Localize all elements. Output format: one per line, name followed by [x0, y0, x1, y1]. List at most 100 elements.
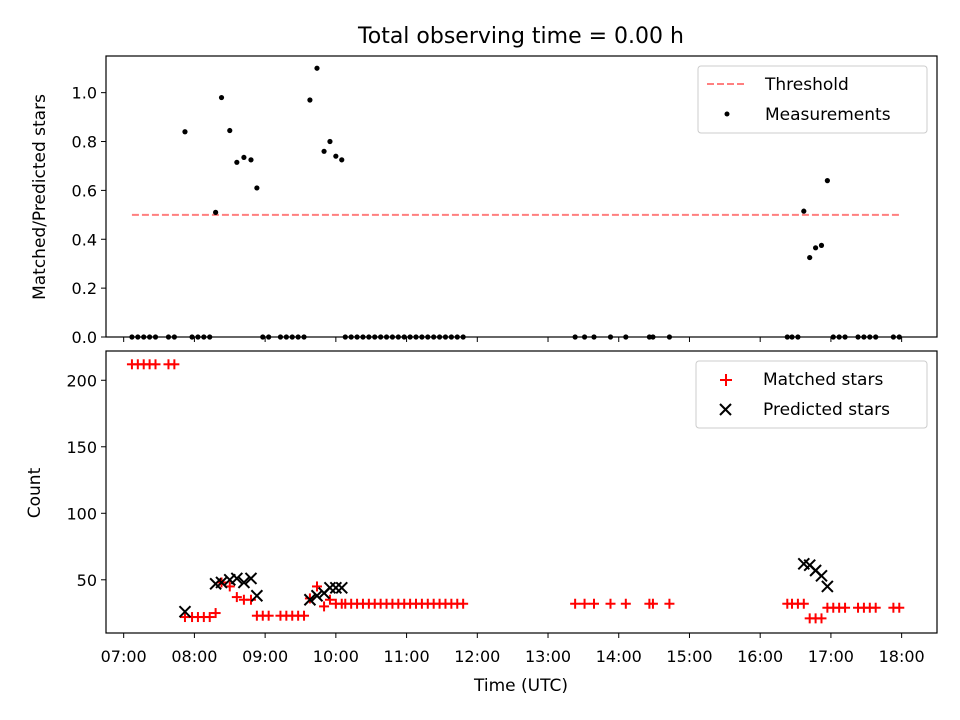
- legend-measurements-swatch: [724, 111, 730, 117]
- bottom-xtick-label: 14:00: [596, 647, 642, 666]
- measurement-point: [254, 185, 260, 191]
- legend-measurements-label: Measurements: [765, 105, 891, 125]
- bottom-xtick-label: 07:00: [101, 647, 147, 666]
- bottom-xtick-label: 16:00: [737, 647, 783, 666]
- measurement-point: [227, 127, 233, 134]
- measurement-point: [333, 153, 339, 159]
- bottom-xtick-label: 09:00: [242, 647, 288, 666]
- matched-star-point: [263, 610, 274, 621]
- bottom-xtick-label: 18:00: [879, 647, 925, 666]
- predicted-star-point: [821, 580, 834, 593]
- legend-threshold-label: Threshold: [764, 75, 849, 95]
- bottom-panel: Count Time (UTC) 50 100 150 200 07:00 08:00 09…: [25, 350, 938, 696]
- measurement-point: [307, 97, 313, 103]
- top-ytick-label: 0.0: [72, 328, 97, 347]
- matched-star-point: [798, 598, 809, 609]
- matched-star-point: [231, 592, 242, 603]
- bottom-xtick-label: 08:00: [171, 647, 217, 666]
- matched-star-point: [579, 598, 590, 609]
- legend-predicted-label: Predicted stars: [763, 400, 890, 420]
- bottom-ytick-label: 50: [77, 571, 97, 590]
- predicted-star-point: [230, 572, 244, 585]
- bottom-axes-frame: [105, 350, 938, 634]
- bottom-xtick-label: 12:00: [454, 647, 500, 666]
- measurement-point: [213, 209, 219, 215]
- predicted-star-point: [310, 589, 324, 602]
- bottom-xtick-label: 11:00: [384, 647, 430, 666]
- top-ylabel: Matched/Predicted stars: [30, 94, 50, 300]
- bottom-ytick-label: 200: [66, 371, 97, 390]
- bottom-xtick-label: 17:00: [808, 647, 854, 666]
- bottom-xtick-label: 15:00: [666, 647, 712, 666]
- measurement-point: [321, 148, 327, 154]
- predicted-star-point: [215, 576, 228, 589]
- legend-matched-swatch: [720, 374, 732, 386]
- top-ytick-label: 0.4: [72, 230, 97, 249]
- matched-star-point: [169, 359, 180, 370]
- top-legend: Threshold Measurements: [697, 65, 928, 134]
- matched-star-point: [311, 581, 322, 592]
- matched-star-point: [319, 601, 330, 612]
- bottom-ticks: 50 100 150 200 07:00 08:00 09:00 10:00 11:00 12:0…: [66, 371, 924, 666]
- matched-star-point: [664, 598, 675, 609]
- top-ytick-label: 1.0: [72, 84, 97, 103]
- matched-star-point: [620, 598, 631, 609]
- top-ytick-label: 0.6: [72, 181, 97, 200]
- top-ticks: 0.0 0.2 0.4 0.6 0.8 1.0: [72, 84, 903, 347]
- measurement-point: [241, 154, 247, 161]
- matched-star-point: [816, 613, 827, 624]
- measurement-point: [182, 129, 188, 135]
- top-axes-frame: [105, 55, 938, 338]
- bottom-ytick-label: 150: [66, 438, 97, 457]
- star-count-points: [126, 359, 905, 624]
- matched-star-point: [870, 602, 881, 613]
- top-ytick-label: 0.2: [72, 279, 97, 298]
- measurement-point: [327, 138, 333, 145]
- legend-matched-label: Matched stars: [763, 370, 883, 390]
- predicted-star-point: [323, 581, 337, 594]
- matched-star-point: [605, 598, 616, 609]
- predicted-star-point: [335, 581, 348, 594]
- measurement-point: [248, 157, 254, 163]
- measurement-point: [812, 245, 819, 251]
- predicted-star-point: [303, 593, 317, 606]
- measurement-point: [234, 159, 240, 165]
- predicted-star-point: [250, 589, 264, 602]
- top-legend-box: [697, 65, 928, 134]
- measurement-point: [218, 94, 225, 101]
- matched-star-point: [840, 602, 851, 613]
- matched-star-point: [245, 594, 256, 605]
- top-title: Total observing time = 0.00 h: [357, 24, 684, 49]
- predicted-star-point: [237, 576, 251, 589]
- top-ytick-label: 0.8: [72, 133, 97, 152]
- matched-star-point: [894, 602, 905, 613]
- matched-star-point: [299, 610, 310, 621]
- measurement-point: [339, 157, 345, 163]
- legend-predicted-swatch: [719, 403, 732, 416]
- matched-star-point: [458, 598, 469, 609]
- bottom-legend-box: [695, 360, 928, 429]
- predicted-star-point: [815, 569, 828, 583]
- predicted-star-point: [244, 572, 258, 585]
- measurement-point: [801, 208, 807, 214]
- predicted-star-point: [329, 581, 343, 594]
- bottom-legend: Matched stars Predicted stars: [695, 360, 928, 429]
- measurement-point: [824, 178, 830, 184]
- matched-star-point: [570, 598, 581, 609]
- bottom-ytick-label: 100: [66, 504, 97, 523]
- matched-star-point: [204, 612, 215, 623]
- matched-star-point: [588, 598, 599, 609]
- measurement-point: [314, 65, 320, 71]
- bottom-ylabel: Count: [25, 467, 45, 518]
- measurement-point: [818, 242, 825, 248]
- matched-star-point: [324, 594, 335, 605]
- measurement-point: [807, 254, 813, 261]
- matched-star-point: [210, 608, 221, 619]
- bottom-xtick-label: 13:00: [525, 647, 571, 666]
- bottom-xlabel: Time (UTC): [473, 676, 568, 696]
- predicted-star-point: [178, 605, 192, 618]
- matched-star-point: [647, 598, 658, 609]
- top-panel: Total observing time = 0.00 h Matched/Pr…: [30, 24, 938, 347]
- matched-star-point: [150, 359, 161, 370]
